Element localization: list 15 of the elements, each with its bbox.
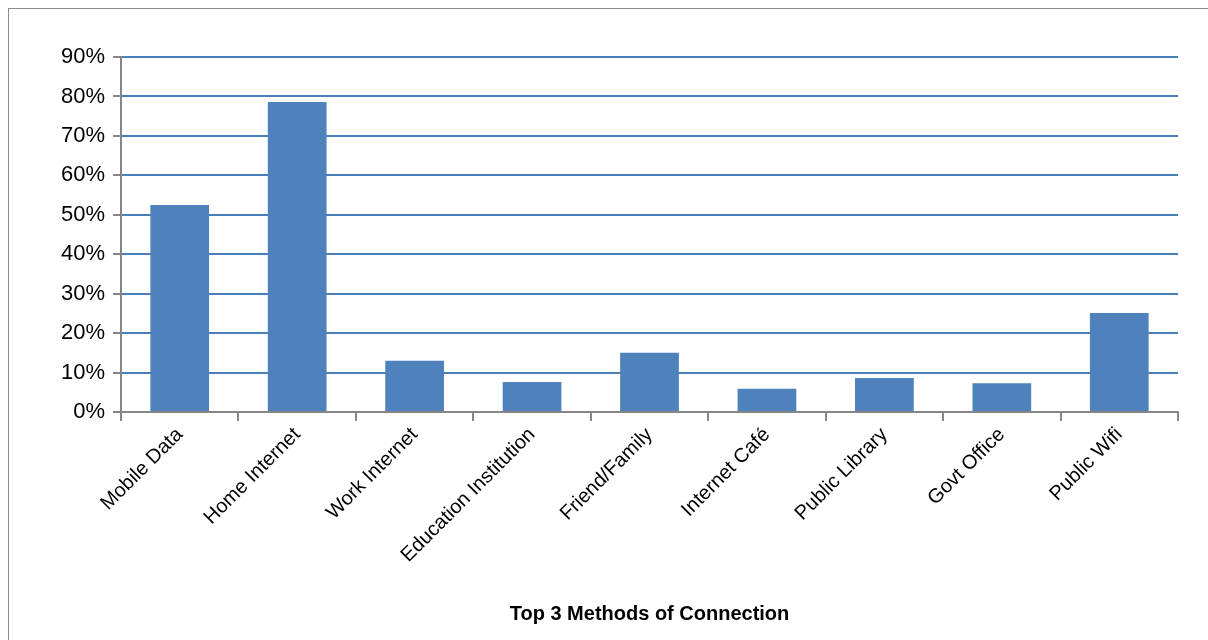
bar xyxy=(972,383,1032,411)
y-tick-label: 70% xyxy=(60,121,105,147)
y-tick-label: 0% xyxy=(73,398,105,424)
y-tick-label: 20% xyxy=(60,319,105,345)
y-tick-label: 30% xyxy=(60,279,105,305)
bar xyxy=(855,378,914,411)
y-tick-label: 80% xyxy=(60,82,105,108)
x-axis-title: Top 3 Methods of Connection xyxy=(509,601,790,624)
bar xyxy=(502,382,562,411)
y-tick-label: 10% xyxy=(60,358,105,384)
y-tick-label: 40% xyxy=(60,240,105,266)
bar xyxy=(737,388,797,411)
y-tick-label: 50% xyxy=(60,200,105,226)
y-tick-label: 60% xyxy=(60,161,105,187)
y-tick-label: 90% xyxy=(60,43,105,69)
